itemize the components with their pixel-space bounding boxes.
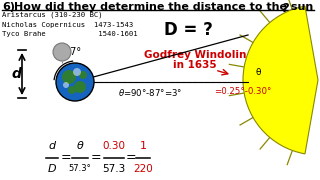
Text: ?: ? <box>282 2 289 15</box>
Circle shape <box>73 68 81 76</box>
Text: d: d <box>48 141 56 151</box>
Text: 57.3: 57.3 <box>102 164 126 174</box>
Text: d: d <box>11 67 21 81</box>
Circle shape <box>53 43 71 61</box>
Text: Aristarcus (310-230 BC): Aristarcus (310-230 BC) <box>2 12 103 19</box>
Text: 0.30: 0.30 <box>102 141 125 151</box>
Text: Godfrey Windolin: Godfrey Windolin <box>144 50 246 60</box>
Text: D: D <box>48 164 56 174</box>
Text: Tyco Brahe            1540-1601: Tyco Brahe 1540-1601 <box>2 31 138 37</box>
Text: =0.25°-0.30°: =0.25°-0.30° <box>214 87 271 96</box>
Text: Nicholas Copernicus  1473-1543: Nicholas Copernicus 1473-1543 <box>2 21 133 28</box>
Text: 1: 1 <box>140 141 147 151</box>
Text: 87°: 87° <box>64 47 82 57</box>
Circle shape <box>62 70 76 84</box>
Text: in 1635: in 1635 <box>173 60 217 70</box>
Wedge shape <box>243 6 318 154</box>
Circle shape <box>74 81 86 93</box>
Text: =: = <box>126 152 136 165</box>
Text: 57.3°: 57.3° <box>68 164 92 173</box>
Text: D = ?: D = ? <box>164 21 212 39</box>
Text: 6): 6) <box>2 2 15 12</box>
Text: $\theta$: $\theta$ <box>76 139 84 151</box>
Circle shape <box>63 82 69 88</box>
Circle shape <box>56 63 94 101</box>
Text: θ: θ <box>256 68 261 77</box>
Text: 220: 220 <box>133 164 153 174</box>
Circle shape <box>68 86 76 94</box>
Text: =: = <box>91 152 101 165</box>
Circle shape <box>79 71 87 79</box>
Text: How did they determine the distance to the sun: How did they determine the distance to t… <box>14 2 313 12</box>
Text: $\theta$=90°-87°=3°: $\theta$=90°-87°=3° <box>118 87 182 98</box>
Text: =: = <box>61 152 71 165</box>
